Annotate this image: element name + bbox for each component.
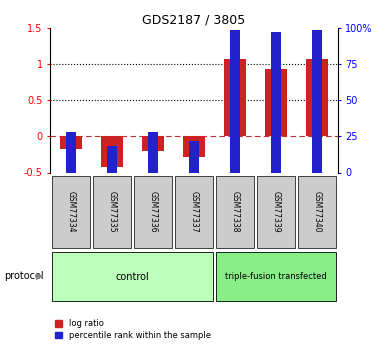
Title: GDS2187 / 3805: GDS2187 / 3805 (142, 13, 246, 27)
Bar (142, 136, 164, 151)
Bar (216, 176, 254, 248)
Bar (66, 132, 76, 172)
Bar (298, 176, 336, 248)
Bar (175, 176, 213, 248)
Bar (148, 132, 158, 172)
Text: ▶: ▶ (36, 271, 43, 281)
Legend: log ratio, percentile rank within the sample: log ratio, percentile rank within the sa… (55, 319, 211, 341)
Bar (134, 176, 172, 248)
Bar (224, 59, 246, 136)
Bar (189, 141, 199, 172)
Text: control: control (116, 272, 149, 282)
Text: triple-fusion transfected: triple-fusion transfected (225, 272, 327, 281)
Bar (271, 32, 281, 173)
Bar (230, 30, 240, 172)
Text: protocol: protocol (4, 271, 43, 281)
Bar (100, 136, 123, 167)
Text: GSM77340: GSM77340 (313, 191, 322, 233)
Text: GSM77337: GSM77337 (189, 191, 199, 233)
Text: GSM77338: GSM77338 (230, 191, 239, 233)
Bar (312, 30, 322, 172)
Bar (107, 146, 117, 172)
Bar (257, 176, 295, 248)
Text: GSM77334: GSM77334 (66, 191, 75, 233)
Bar (52, 176, 90, 248)
Text: GSM77339: GSM77339 (272, 191, 281, 233)
Bar (265, 69, 287, 136)
Bar (60, 136, 82, 149)
Bar (183, 136, 205, 157)
Text: GSM77335: GSM77335 (107, 191, 116, 233)
Bar (306, 59, 328, 136)
Text: GSM77336: GSM77336 (149, 191, 158, 233)
Bar (93, 176, 131, 248)
Bar (52, 252, 213, 301)
Bar (216, 252, 336, 301)
